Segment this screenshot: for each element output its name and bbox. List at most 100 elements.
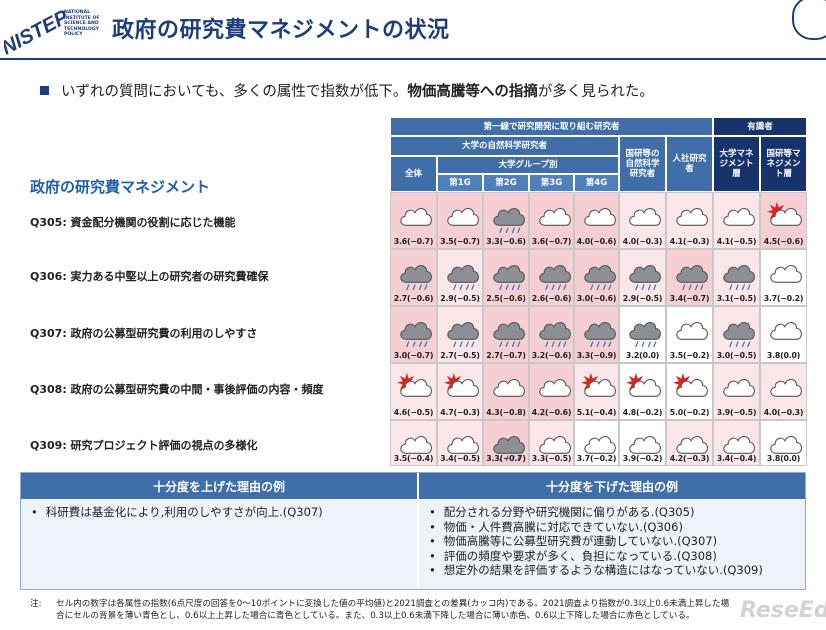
cell-value: 3.8(0.0) [766, 351, 801, 360]
grid-cell: 2.7(−0.5) [437, 306, 483, 363]
logo-subtext: NATIONAL INSTITUTE OF SCIENCE AND TECHNO… [64, 10, 100, 38]
grid-cell: 4.0(−0.3) [760, 363, 807, 420]
cell-value: 3.5(−0.4) [393, 454, 434, 463]
grid-cell: 4.7(−0.3) [437, 363, 483, 420]
reasons-up-list: 科研費は基金化により,利用のしやすさが向上.(Q307) [21, 499, 417, 520]
cell-value: 3.3(−0.6) [486, 237, 526, 246]
cell-value: 3.9(−0.2) [622, 454, 663, 463]
grid-cell: 4.2(−0.6) [529, 363, 574, 420]
cell-value: 4.3(−0.8) [486, 408, 526, 417]
list-item: 配分される分野や研究機関に偏りがある.(Q305) [429, 505, 805, 520]
list-item: 評価の頻度や要求が多く、負担になっている.(Q308) [429, 549, 805, 564]
grid-cell: 3.7(−0.2) [574, 420, 619, 466]
header-all: 全体 [390, 156, 437, 192]
grid-cell: 3.0(−0.6) [574, 249, 619, 306]
cell-value: 4.0(−0.6) [576, 237, 617, 246]
grid-cell: 4.1(−0.3) [666, 192, 713, 249]
cell-value: 5.0(−0.2) [669, 408, 710, 417]
grid-cell: 3.3(−0.5) [529, 420, 574, 466]
grid-cell: 2.6(−0.6) [529, 249, 574, 306]
corner-decoration [792, 0, 826, 40]
grid-cell: 3.9(−0.5) [713, 363, 760, 420]
question-label-q308: Q308: 政府の公募型研究費の中間・事後評価の内容・頻度 [30, 383, 324, 396]
grid-cell: 3.5(−0.2) [666, 306, 713, 363]
summary-text: いずれの質問においても、多くの属性で指数が低下。物価高騰等への指摘が多く見られた… [40, 80, 654, 101]
cell-value: 4.8(−0.2) [622, 408, 663, 417]
grid-cell: 3.3(−0.7) [483, 420, 529, 466]
reasons-divider [417, 473, 419, 589]
list-item: 想定外の結果を評価するような構造にはなっていない.(Q309) [429, 563, 805, 578]
header-public-mgmt: 国研等マネジメント層 [760, 136, 807, 192]
header-univ-groups: 大学グループ別 [437, 156, 619, 174]
cell-value: 3.0(−0.6) [576, 294, 617, 303]
cell-value: 3.3(−0.9) [576, 351, 617, 360]
grid-cell: 3.9(−0.2) [619, 420, 666, 466]
cell-value: 2.5(−0.6) [486, 294, 526, 303]
header: NISTEP NATIONAL INSTITUTE OF SCIENCE AND… [0, 0, 826, 62]
list-item: 科研費は基金化により,利用のしやすさが向上.(Q307) [31, 505, 417, 520]
reasons-table: 十分度を上げた理由の例 十分度を下げた理由の例 科研費は基金化により,利用のしや… [20, 472, 806, 590]
grid-cell: 3.6(−0.7) [529, 192, 574, 249]
cell-value: 3.6(−0.7) [393, 237, 434, 246]
grid-cell: 3.6(−0.7) [390, 192, 437, 249]
grid-cell: 2.9(−0.5) [437, 249, 483, 306]
cell-value: 2.9(−0.5) [622, 294, 663, 303]
cell-value: 3.4(−0.7) [669, 294, 710, 303]
header-g2: 第2G [483, 174, 529, 192]
cell-value: 4.7(−0.3) [440, 408, 480, 417]
grid-cell: 3.8(0.0) [760, 420, 807, 466]
watermark: ReseEd [740, 598, 826, 623]
cell-value: 4.2(−0.6) [531, 408, 572, 417]
grid-cell: 2.5(−0.6) [483, 249, 529, 306]
cell-value: 3.5(−0.7) [440, 237, 480, 246]
header-g1: 第1G [437, 174, 483, 192]
header-univ-mgmt: 大学マネジメント層 [713, 136, 760, 192]
cell-value: 3.5(−0.2) [669, 351, 710, 360]
grid-cell: 5.0(−0.2) [666, 363, 713, 420]
question-label-q305: Q305: 資金配分機関の役割に応じた機能 [30, 216, 236, 229]
list-item: 物価・人件費高騰に対応できていない.(Q306) [429, 520, 805, 535]
title-underline [0, 58, 826, 60]
grid-cell: 3.1(−0.5) [713, 249, 760, 306]
footnote-label: 注: [30, 599, 42, 609]
header-group-main: 第一線で研究開発に取り組む研究者 [390, 117, 713, 136]
cell-value: 2.7(−0.6) [393, 294, 434, 303]
grid-cell: 4.0(−0.3) [619, 192, 666, 249]
cell-value: 3.7(−0.2) [763, 294, 804, 303]
cell-value: 3.1(−0.5) [716, 294, 757, 303]
grid-cell: 2.7(−0.7) [483, 306, 529, 363]
list-item: 物価高騰等に公募型研究費が連動していない.(Q307) [429, 534, 805, 549]
page-title: 政府の研究費マネジメントの状況 [112, 18, 450, 43]
cell-value: 4.0(−0.3) [622, 237, 663, 246]
grid-cell: 4.8(−0.2) [619, 363, 666, 420]
cell-value: 5.1(−0.4) [576, 408, 617, 417]
header-group-experts: 有識者 [713, 117, 807, 136]
question-label-q306: Q306: 実力ある中堅以上の研究者の研究費確保 [30, 270, 269, 283]
cell-value: 3.2(−0.6) [531, 351, 572, 360]
header-g4: 第4G [574, 174, 619, 192]
cell-value: 3.0(−0.7) [393, 351, 434, 360]
cell-value: 3.0(−0.5) [716, 351, 757, 360]
reasons-down-body: 配分される分野や研究機関に偏りがある.(Q305) 物価・人件費高騰に対応できて… [419, 499, 805, 589]
grid-cell: 4.5(−0.6) [760, 192, 807, 249]
cell-value: 4.2(−0.3) [669, 454, 710, 463]
grid-cell: 4.2(−0.3) [666, 420, 713, 466]
grid-cell: 5.1(−0.4) [574, 363, 619, 420]
grid-cell: 4.3(−0.8) [483, 363, 529, 420]
cell-value: 4.5(−0.6) [763, 237, 804, 246]
cell-value: 2.6(−0.6) [531, 294, 572, 303]
grid-cell: 3.0(−0.7) [390, 306, 437, 363]
grid-cell: 3.7(−0.2) [760, 249, 807, 306]
grid-cell: 3.5(−0.7) [437, 192, 483, 249]
cell-value: 3.3(−0.7) [486, 454, 526, 463]
grid-cell: 2.7(−0.6) [390, 249, 437, 306]
grid-cell: 3.0(−0.5) [713, 306, 760, 363]
reasons-down-header: 十分度を下げた理由の例 [419, 473, 805, 499]
cell-value: 3.8(0.0) [766, 454, 801, 463]
cell-value: 4.1(−0.5) [716, 237, 757, 246]
grid-cell: 3.4(−0.5) [437, 420, 483, 466]
cell-value: 2.9(−0.5) [440, 294, 480, 303]
grid-cell: 4.6(−0.5) [390, 363, 437, 420]
question-label-q309: Q309: 研究プロジェクト評価の視点の多様化 [30, 439, 258, 452]
grid-cell: 2.9(−0.5) [619, 249, 666, 306]
